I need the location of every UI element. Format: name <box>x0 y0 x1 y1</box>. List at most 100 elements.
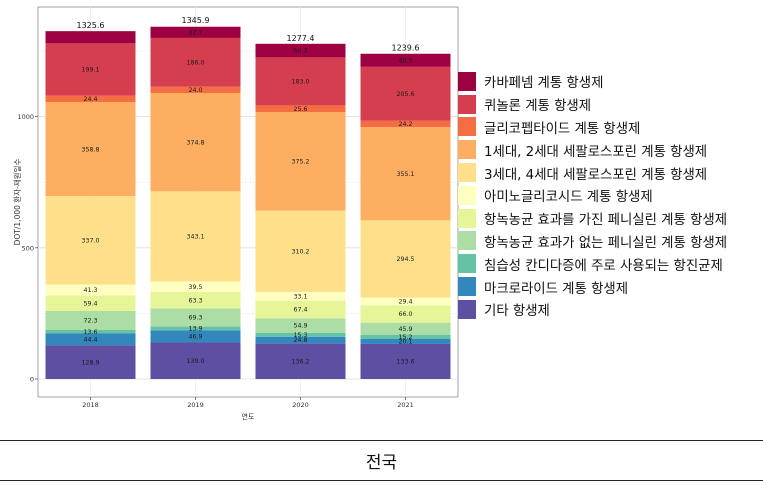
legend-label: 카바페넴 계통 항생제 <box>484 76 604 92</box>
bar-segment <box>45 95 136 102</box>
segment-value-label: 358.8 <box>81 146 99 153</box>
segment-value-label: 46.9 <box>188 334 202 341</box>
segment-value-label: 205.6 <box>396 91 414 98</box>
bar-segment <box>45 43 136 96</box>
segment-value-label: 44.4 <box>83 337 97 344</box>
segment-value-label: 136.2 <box>291 358 309 365</box>
bar-segment <box>255 343 346 379</box>
segment-value-label: 374.8 <box>186 139 204 146</box>
legend-swatch <box>458 231 476 251</box>
segment-value-label: 69.3 <box>188 315 202 322</box>
legend-label: 글리코펩타이드 계통 항생제 <box>484 121 641 137</box>
segment-value-label: 310.2 <box>291 248 309 255</box>
bars-group <box>45 26 451 379</box>
total-label: 1277.4 <box>287 34 315 43</box>
legend-label: 기타 항생제 <box>484 304 550 320</box>
y-axis: 0 500 1000 <box>17 113 38 384</box>
bar-segment <box>150 93 241 192</box>
legend-swatch <box>458 208 476 228</box>
segment-value-label: 24.0 <box>188 87 202 94</box>
x-tick-label: 2018 <box>82 401 99 409</box>
legend-label: 아미노글리코시드 계통 항생제 <box>484 190 653 206</box>
x-tick-label: 2019 <box>187 401 204 409</box>
y-tick-label: 0 <box>30 376 34 384</box>
bar-segment <box>255 336 346 344</box>
segment-value-label: 355.1 <box>396 171 414 178</box>
segment-value-label: 25.6 <box>293 106 307 113</box>
bar-segment <box>360 127 451 221</box>
segment-value-label: 139.0 <box>186 358 204 365</box>
segment-value-label: 66.0 <box>398 311 412 318</box>
legend-item: 항녹농균 효과가 없는 페니실린 계통 항생제 <box>458 230 758 253</box>
total-label: 1239.6 <box>392 44 420 53</box>
segment-value-label: 375.2 <box>291 159 309 166</box>
legend-swatch <box>458 185 476 205</box>
bar-segment <box>255 43 346 58</box>
segment-value-label: 42.7 <box>188 30 202 37</box>
x-axis-title: 연도 <box>242 413 255 421</box>
bar-segment <box>150 330 241 343</box>
bar-segment <box>150 342 241 379</box>
legend-item: 항녹농균 효과를 가진 페니실린 계통 항생제 <box>458 207 758 230</box>
legend-item: 퀴놀론 계통 항생제 <box>458 93 758 116</box>
segment-value-label: 15.2 <box>398 334 412 341</box>
segment-value-label: 343.1 <box>186 234 204 241</box>
total-labels: 1325.6 1345.9 1277.4 1239.6 <box>77 16 420 53</box>
segment-value-label: 59.4 <box>83 300 97 307</box>
bar-segment <box>150 191 241 282</box>
legend-swatch <box>458 299 476 319</box>
segment-value-label: 294.5 <box>396 256 414 263</box>
segment-value-label: 128.9 <box>81 359 99 366</box>
bar-segment <box>255 291 346 301</box>
bar-segment <box>255 300 346 319</box>
segment-value-label: 33.1 <box>293 294 307 301</box>
segment-value-label: 13.9 <box>188 326 202 333</box>
x-tick-label: 2020 <box>292 401 309 409</box>
legend-item: 글리코펩타이드 계통 항생제 <box>458 116 758 139</box>
y-tick-label: 500 <box>22 244 34 252</box>
legend-item: 3세대, 4세대 세팔로스포린 계통 항생제 <box>458 161 758 184</box>
y-tick-label: 1000 <box>17 113 34 121</box>
bar-segment <box>360 53 451 67</box>
legend-swatch <box>458 254 476 274</box>
legend-label: 3세대, 4세대 세팔로스포린 계통 항생제 <box>484 167 708 183</box>
bar-segment <box>150 86 241 94</box>
legend-swatch <box>458 94 476 114</box>
segment-value-label: 41.3 <box>83 287 97 294</box>
bar-segment <box>45 329 136 334</box>
bar-segment <box>255 112 346 211</box>
segment-value-label: 186.0 <box>186 60 204 67</box>
bar-segment <box>45 101 136 197</box>
bar-segment <box>150 326 241 331</box>
bar-segment <box>255 105 346 113</box>
caption-top-rule <box>0 440 763 441</box>
bar-segment <box>360 334 451 339</box>
legend-swatch <box>458 117 476 137</box>
segment-value-label: 50.7 <box>293 48 307 55</box>
segment-value-label: 199.1 <box>81 67 99 74</box>
bar-segment <box>360 338 451 344</box>
segment-value-label: 67.4 <box>293 307 307 314</box>
bar-segment <box>255 57 346 106</box>
bar-segment <box>45 196 136 285</box>
bar-segment <box>45 345 136 379</box>
bar-segment <box>150 26 241 38</box>
legend-item: 기타 항생제 <box>458 298 758 321</box>
bar-segment <box>360 322 451 335</box>
bar-segment <box>150 281 241 292</box>
legend-swatch <box>458 71 476 91</box>
legend-label: 항녹농균 효과가 없는 페니실린 계통 항생제 <box>484 235 728 251</box>
segment-value-label: 133.6 <box>396 359 414 366</box>
legend-item: 1세대, 2세대 세팔로스포린 계통 항생제 <box>458 138 758 161</box>
segment-value-label: 24.2 <box>398 121 412 128</box>
bar-segment <box>360 220 451 298</box>
bar-segment <box>45 333 136 346</box>
x-tick-label: 2021 <box>397 401 414 409</box>
segment-value-label: 24.4 <box>83 96 97 103</box>
legend-label: 항녹농균 효과를 가진 페니실린 계통 항생제 <box>484 213 728 229</box>
bar-segment <box>150 37 241 87</box>
segment-value-label: 20.1 <box>398 339 412 346</box>
bar-segment <box>45 295 136 311</box>
